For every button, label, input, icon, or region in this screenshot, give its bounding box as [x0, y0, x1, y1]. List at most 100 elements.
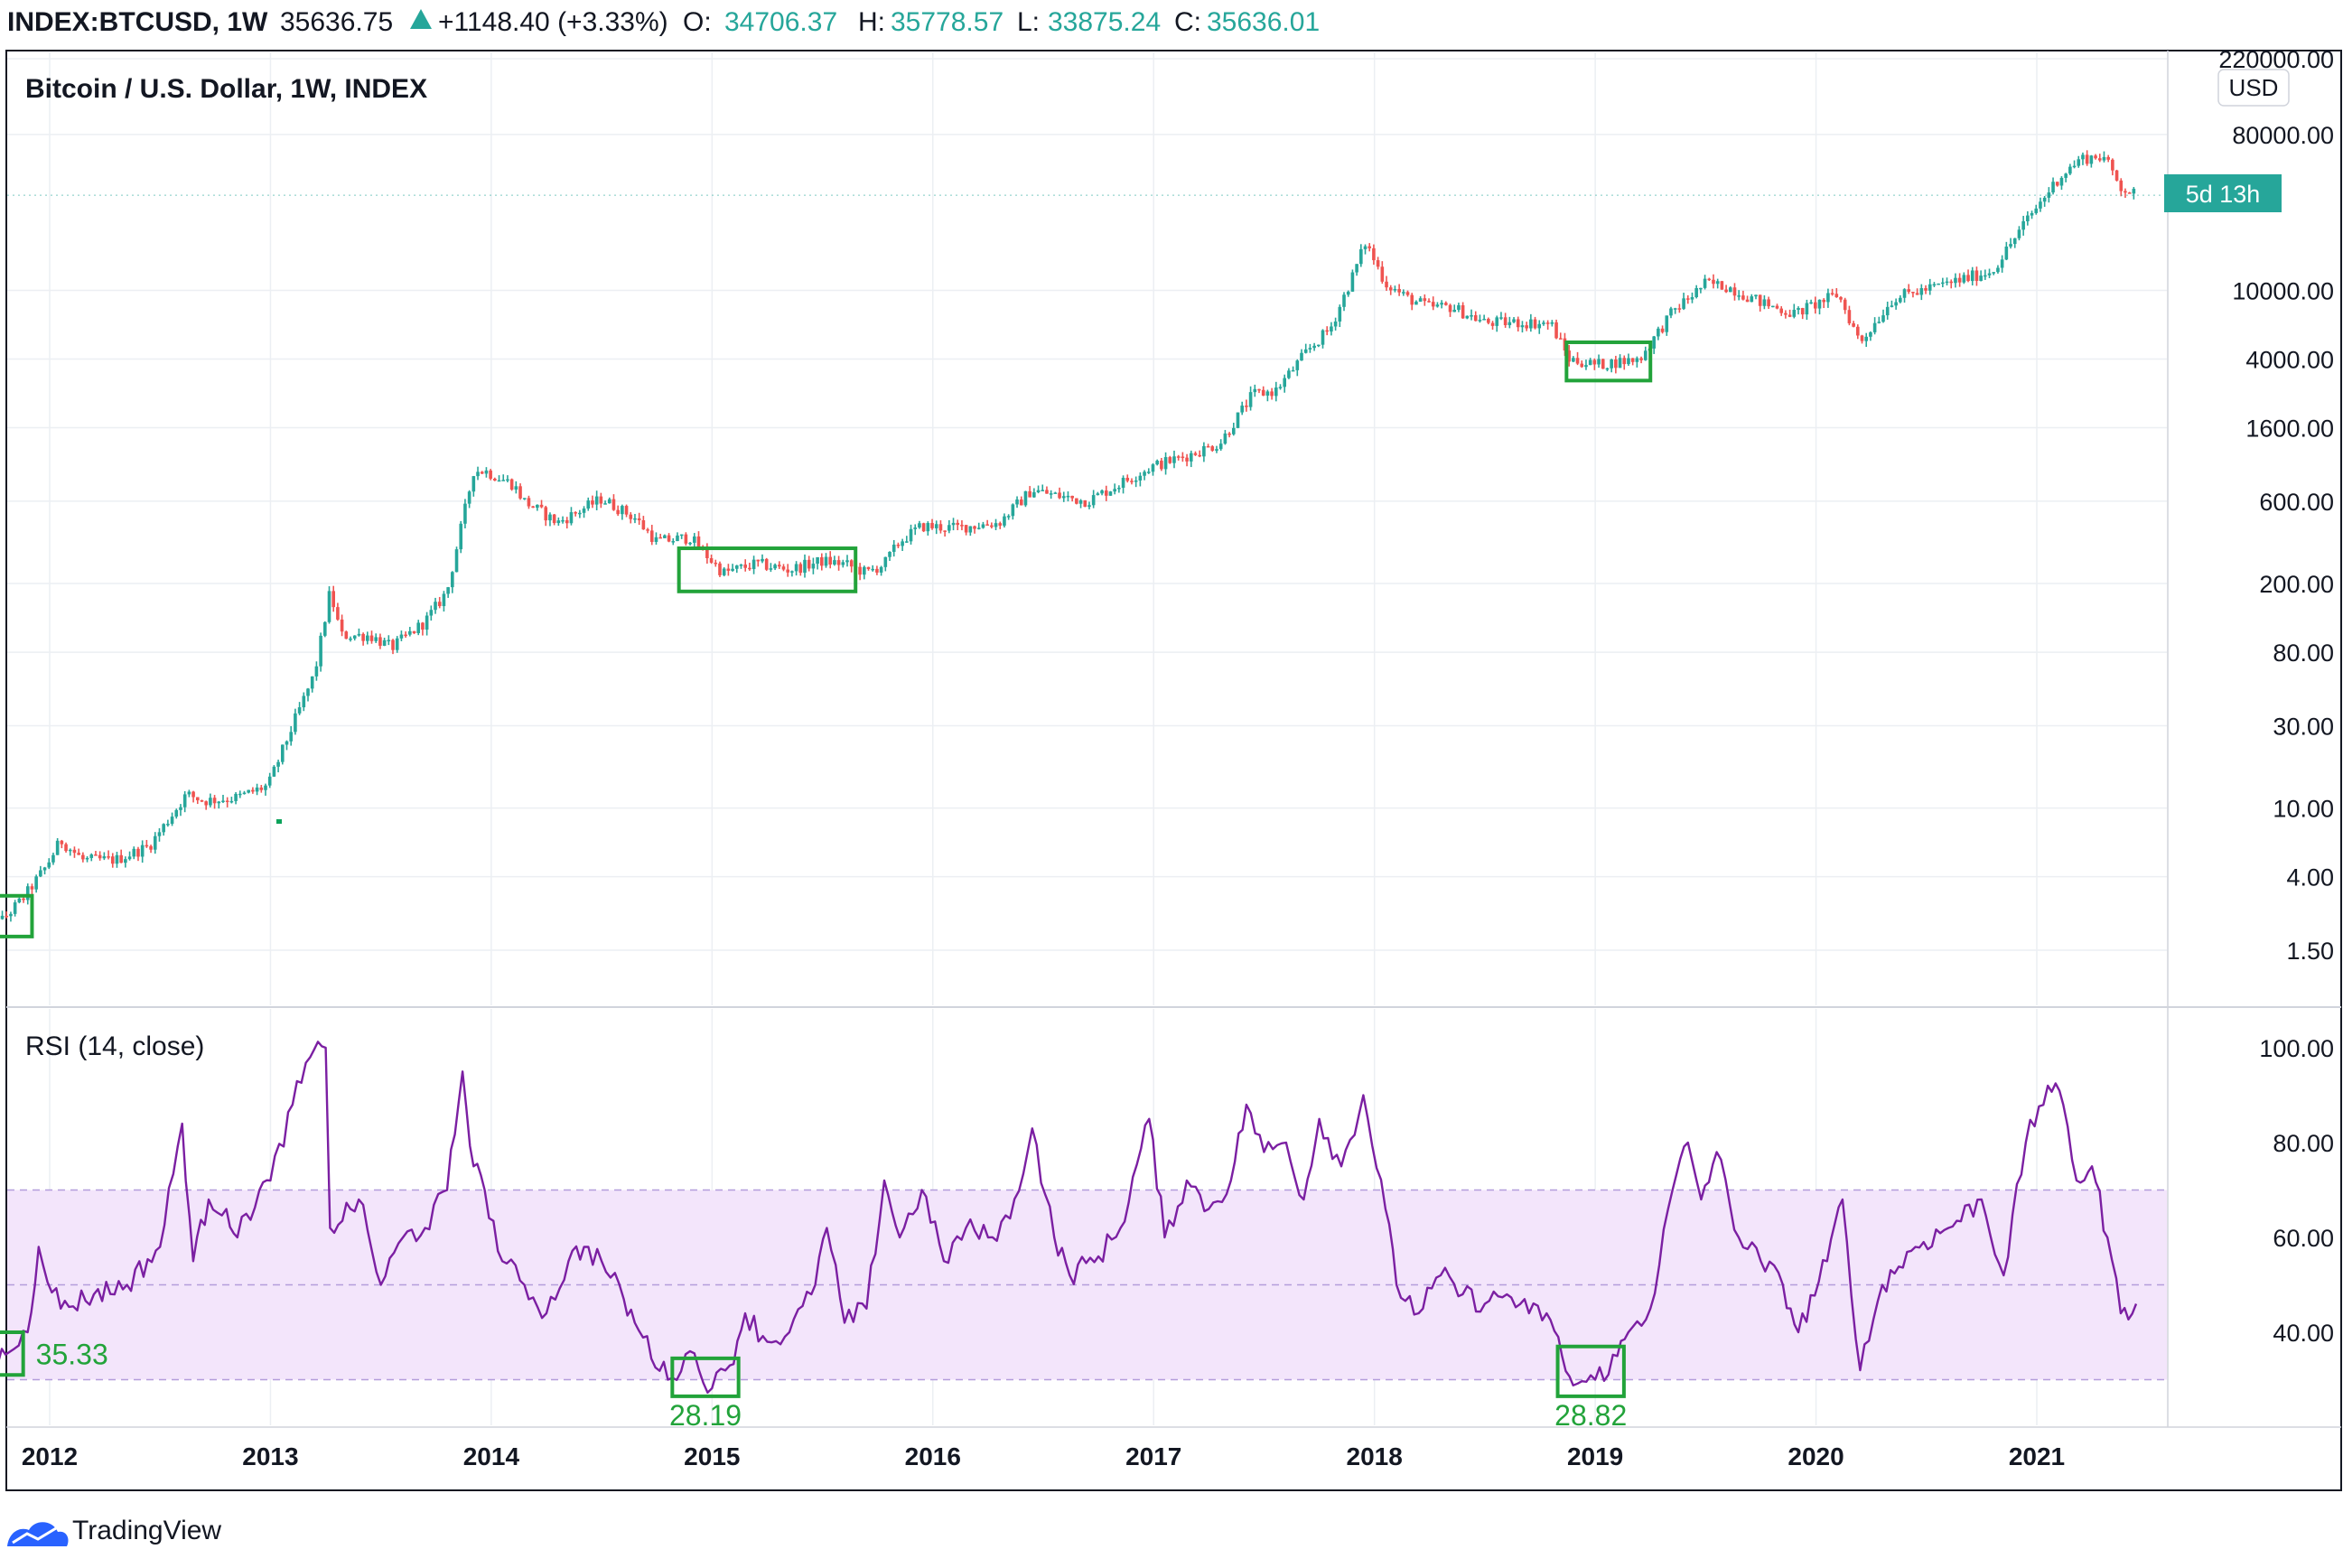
candle-body	[1108, 491, 1113, 496]
candle-body	[1444, 303, 1448, 305]
rsi-highlight-box	[1555, 1344, 1626, 1398]
candle-body	[714, 562, 718, 565]
candle-body	[1784, 313, 1788, 315]
candle-body	[1957, 277, 1962, 283]
candle-body	[395, 638, 399, 650]
candle-body	[1754, 294, 1758, 297]
candle-body	[866, 566, 871, 570]
candle-body	[1359, 248, 1363, 265]
candle-body	[1779, 308, 1783, 313]
countdown-label: 5d 13h	[2186, 181, 2261, 208]
candle-body	[1397, 288, 1401, 293]
candle-body	[1919, 288, 1924, 295]
candle-body	[119, 854, 123, 863]
candle-body	[646, 529, 649, 531]
candle-body	[1240, 406, 1244, 413]
candle-body	[182, 794, 187, 807]
price-tick-label: 80.00	[2273, 639, 2334, 667]
candle-body	[990, 525, 994, 527]
candle-body	[480, 471, 484, 474]
candle-body	[1872, 322, 1877, 332]
candle-body	[81, 854, 85, 860]
currency-badge[interactable]: USD	[2217, 69, 2290, 107]
candle-body	[327, 591, 331, 622]
candle-body	[1974, 270, 1979, 282]
candle-body	[849, 560, 854, 567]
candle-body	[998, 523, 1003, 526]
candle-body	[1075, 498, 1078, 504]
currency-label: USD	[2229, 74, 2279, 101]
candle-body	[705, 547, 709, 559]
candle-body	[127, 856, 132, 860]
candle-body	[1907, 289, 1911, 293]
low-label: L:	[1017, 7, 1040, 37]
candle-body	[1512, 319, 1516, 322]
candle-body	[1185, 457, 1189, 462]
high-label: H:	[858, 7, 885, 37]
candle-body	[2124, 191, 2127, 193]
candle-body	[145, 845, 149, 847]
price-tick-label: 1600.00	[2245, 415, 2334, 443]
candle-body	[743, 565, 747, 568]
candle-body	[416, 622, 421, 633]
candle-body	[421, 622, 425, 630]
candle-body	[1146, 471, 1151, 473]
chart-frame	[5, 50, 2342, 1491]
candle-body	[1385, 281, 1388, 288]
candle-body	[548, 514, 552, 521]
candle-body	[1792, 309, 1797, 317]
candle-body	[1121, 477, 1125, 489]
candle-body	[255, 787, 259, 792]
candle-body	[649, 530, 654, 542]
candle-body	[1694, 287, 1698, 297]
candle-body	[1860, 335, 1864, 341]
candle-body	[1685, 298, 1690, 300]
time-tick-label: 2014	[463, 1442, 520, 1470]
price-tick-label: 10000.00	[2232, 277, 2334, 304]
candle-body	[446, 587, 450, 594]
candle-body	[811, 564, 816, 569]
candle-body	[2055, 182, 2059, 186]
candle-body	[514, 486, 518, 490]
candle-body	[340, 619, 344, 632]
candle-body	[2051, 182, 2055, 193]
candle-body	[1041, 490, 1045, 491]
candle-body	[1770, 305, 1775, 308]
candle-body	[89, 854, 94, 858]
candle-body	[1805, 303, 1809, 315]
candle-body	[1669, 308, 1673, 316]
candle-body	[408, 630, 412, 635]
candle-body	[451, 572, 454, 588]
candle-body	[459, 523, 463, 550]
candle-body	[522, 498, 527, 499]
tradingview-logo[interactable]: TradingView	[7, 1516, 221, 1546]
candle-body	[1003, 516, 1006, 526]
candle-body	[2042, 197, 2047, 202]
candle-body	[467, 491, 471, 504]
candle-body	[1218, 443, 1223, 450]
candle-body	[901, 541, 904, 546]
candle-body	[1346, 291, 1350, 295]
candle-body	[2127, 192, 2132, 194]
candle-body	[1006, 516, 1011, 518]
candle-body	[1163, 457, 1168, 470]
candle-body	[891, 545, 896, 552]
candle-body	[1814, 302, 1817, 309]
candle-body	[2017, 229, 2021, 238]
candle-body	[382, 639, 387, 646]
candle-body	[739, 565, 743, 566]
candle-body	[561, 519, 565, 522]
time-axis: 2012 2013 2014 2015 2016 2017 2018 2019 2020 2021	[22, 1442, 2065, 1470]
rsi-highlights: 35.33 28.19 28.82	[0, 1330, 1627, 1432]
candle-body	[1601, 359, 1605, 369]
candle-body	[1724, 289, 1728, 293]
candle-body	[280, 744, 285, 762]
candle-body	[1639, 358, 1643, 360]
candle-body	[1490, 322, 1495, 326]
candle-body	[1992, 272, 1996, 274]
candle-body	[858, 566, 862, 575]
candle-body	[1303, 349, 1308, 353]
candle-body	[94, 854, 98, 856]
candle-body	[272, 766, 276, 777]
candle-body	[1172, 456, 1176, 463]
